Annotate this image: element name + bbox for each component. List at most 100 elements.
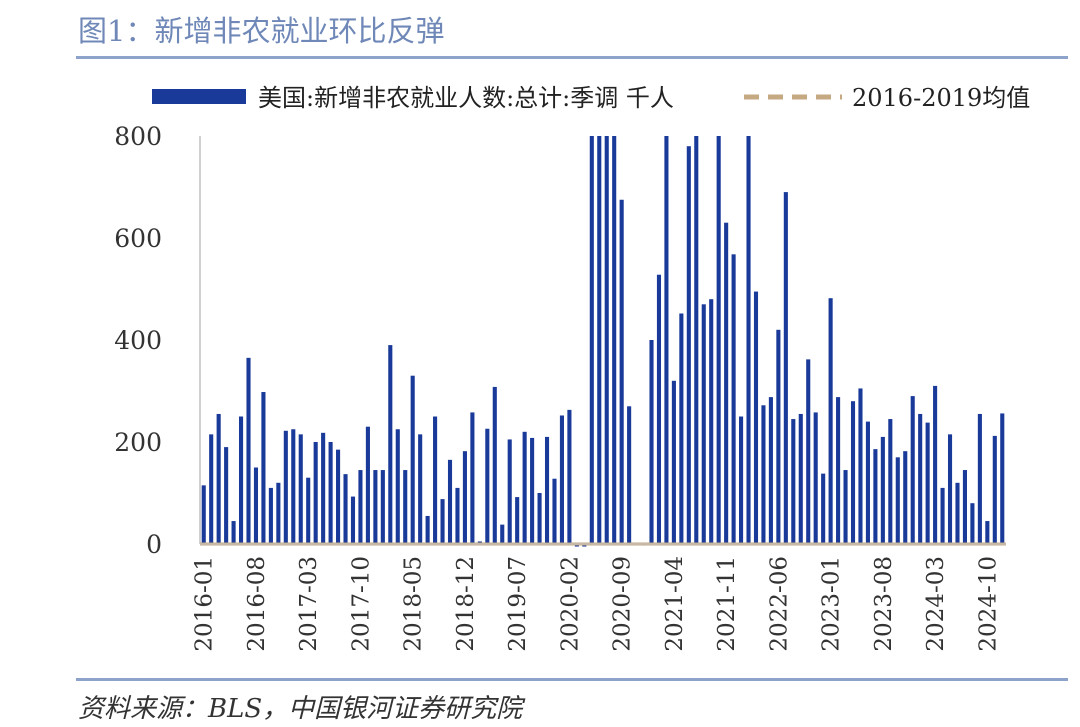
bar	[552, 478, 557, 544]
bar	[813, 412, 818, 544]
bar	[291, 429, 296, 544]
bar	[656, 274, 662, 544]
bar	[836, 397, 841, 544]
bar	[716, 136, 721, 544]
bar	[388, 345, 393, 544]
bar	[268, 487, 273, 544]
bar	[731, 254, 736, 544]
bar	[739, 416, 744, 544]
bar	[724, 222, 729, 544]
bar	[619, 199, 624, 544]
x-tick-label: 2024-10	[975, 556, 1001, 652]
bar	[940, 487, 945, 544]
bar	[962, 470, 967, 544]
bar	[701, 304, 706, 544]
bar	[612, 136, 617, 544]
bar	[530, 437, 535, 544]
bar	[425, 515, 430, 544]
y-axis: 0 200 400 600 800	[114, 122, 201, 559]
x-tick-label: 2017-03	[296, 556, 322, 652]
x-tick-label: 2021-04	[662, 556, 688, 652]
bar	[753, 291, 759, 544]
bar	[798, 413, 803, 544]
bar	[858, 388, 863, 544]
bar	[783, 192, 788, 544]
bar	[492, 386, 497, 544]
bar	[679, 313, 684, 544]
bar	[522, 431, 527, 544]
bar	[328, 442, 333, 544]
bar	[216, 413, 221, 544]
bar	[201, 485, 206, 544]
x-tick-label: 2022-06	[766, 556, 792, 652]
x-tick-label: 2017-10	[348, 556, 374, 652]
bar	[537, 493, 542, 544]
bar	[828, 298, 833, 544]
bar	[970, 503, 975, 544]
bar	[806, 359, 811, 544]
bar	[321, 432, 326, 544]
bar	[261, 392, 266, 544]
bar	[694, 136, 699, 544]
x-tick-label: 2018-12	[453, 556, 479, 652]
bar	[791, 419, 796, 544]
y-tick-label: 0	[146, 530, 162, 559]
bar	[649, 340, 654, 544]
bar	[343, 474, 348, 544]
y-tick-label: 600	[114, 224, 162, 253]
bar	[589, 136, 594, 544]
bar	[336, 449, 341, 544]
bar	[470, 412, 475, 544]
bar	[992, 435, 997, 544]
bar	[231, 521, 236, 544]
bar	[298, 434, 303, 544]
bar	[544, 436, 550, 544]
x-tick-label: 2021-11	[714, 556, 740, 652]
bar	[761, 405, 766, 544]
bar	[224, 447, 229, 544]
bar	[597, 136, 602, 544]
bar	[373, 470, 378, 544]
bar	[604, 136, 609, 544]
x-tick-label: 2016-01	[192, 556, 218, 652]
bar	[440, 499, 445, 544]
bar	[985, 521, 990, 544]
bar	[664, 136, 669, 544]
x-axis: 2016-01 2016-08 2017-03 2017-10 2018-05 2018-…	[192, 543, 1006, 652]
bar	[918, 413, 923, 544]
bar	[873, 449, 878, 544]
y-tick-label: 200	[114, 428, 162, 457]
y-tick-label: 800	[114, 122, 162, 151]
legend-label-bar: 美国:新增非农就业人数:总计:季调 千人	[258, 84, 674, 112]
bottom-rule	[76, 678, 1068, 681]
x-tick-label: 2020-09	[610, 556, 636, 652]
x-tick-label: 2023-08	[871, 556, 897, 652]
bar	[276, 482, 281, 544]
legend: 美国:新增非农就业人数:总计:季调 千人 2016-2019均值	[152, 84, 1030, 112]
legend-swatch-bar	[152, 89, 246, 104]
bar	[865, 421, 870, 544]
bar	[462, 451, 467, 544]
bar	[627, 406, 632, 544]
bar	[1000, 413, 1005, 544]
bar	[313, 442, 318, 544]
bar	[888, 419, 893, 544]
bar	[306, 477, 311, 544]
source-note: 资料来源：BLS，中国银河证券研究院	[78, 694, 523, 724]
bar	[821, 473, 826, 544]
bar	[455, 487, 460, 544]
bar	[768, 397, 773, 544]
legend-label-average: 2016-2019均值	[852, 84, 1030, 112]
bar	[350, 496, 356, 544]
bar	[746, 136, 751, 544]
bar	[418, 434, 423, 544]
bar	[925, 422, 930, 544]
x-tick-label: 2024-03	[923, 556, 949, 652]
bar	[903, 451, 908, 544]
bar	[977, 413, 982, 544]
bar	[358, 470, 363, 544]
bar	[507, 439, 512, 544]
bar	[410, 375, 415, 544]
x-tick-label: 2016-08	[244, 556, 270, 652]
